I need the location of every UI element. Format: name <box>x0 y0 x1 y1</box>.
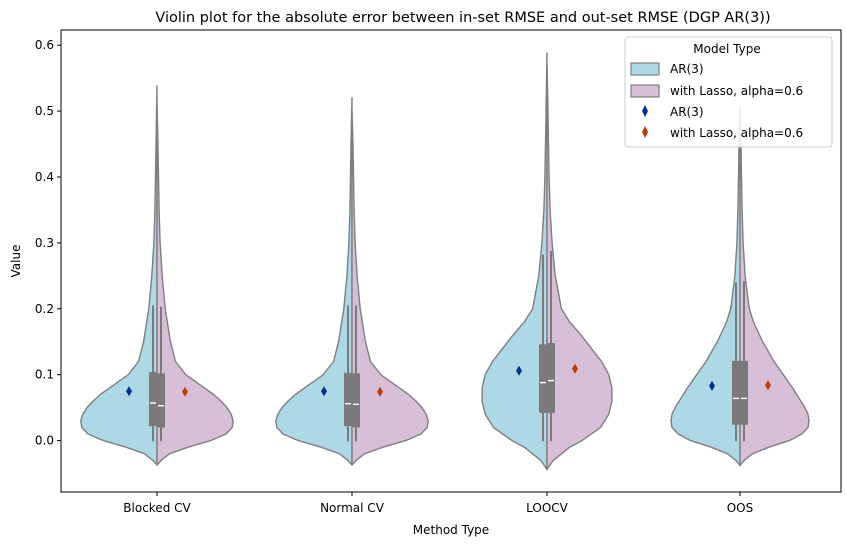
x-tick-label: LOOCV <box>526 501 569 515</box>
legend-label-ar3-mean: AR(3) <box>670 105 704 119</box>
x-tick-label: Normal CV <box>320 501 385 515</box>
plot-frame <box>60 29 842 493</box>
y-tick-label: 0.6 <box>35 38 54 52</box>
chart-title: Violin plot for the absolute error betwe… <box>155 10 770 26</box>
mean-marker-ar-3-oos <box>709 380 715 391</box>
y-tick-label: 0.0 <box>35 434 54 448</box>
legend-swatch-ar3 <box>630 62 660 76</box>
x-tick-label: Blocked CV <box>123 501 191 515</box>
mean-marker-ar-3-normal-cv <box>321 386 327 397</box>
legend-title: Model Type <box>693 42 760 56</box>
mean-marker-with-lasso-alpha-0-6-normal-cv <box>377 386 383 397</box>
iqr-box-with-lasso-alpha-0-6-blocked-cv <box>157 373 165 428</box>
y-tick-label: 0.4 <box>35 170 54 184</box>
violin-ar-3-blocked-cv <box>80 85 158 466</box>
legend-marker-ar3-mean <box>642 105 648 117</box>
legend-marker-lasso-mean <box>642 126 648 138</box>
violins-layer <box>80 52 810 471</box>
y-tick-label: 0.1 <box>35 368 54 382</box>
iqr-box-with-lasso-alpha-0-6-loocv <box>547 343 555 413</box>
boxplots-layer <box>149 250 748 442</box>
violin-with-lasso-alpha-0-6-loocv <box>546 64 613 471</box>
mean-marker-with-lasso-alpha-0-6-loocv <box>572 363 578 374</box>
iqr-box-ar-3-blocked-cv <box>149 372 157 427</box>
x-axis-label: Method Type <box>413 523 489 537</box>
violin-ar-3-oos <box>670 105 741 467</box>
legend-label-lasso: with Lasso, alpha=0.6 <box>670 84 803 98</box>
mean-markers-layer <box>126 363 771 397</box>
mean-marker-ar-3-loocv <box>516 365 522 376</box>
mean-marker-ar-3-blocked-cv <box>126 386 132 397</box>
y-tick-label: 0.2 <box>35 302 54 316</box>
legend-swatch-lasso <box>630 84 660 98</box>
violin-ar-3-loocv <box>481 52 548 471</box>
legend-label-lasso-mean: with Lasso, alpha=0.6 <box>670 126 803 140</box>
violin-with-lasso-alpha-0-6-blocked-cv <box>156 103 234 466</box>
violin-with-lasso-alpha-0-6-normal-cv <box>351 110 429 466</box>
legend-label-ar3: AR(3) <box>670 62 704 76</box>
iqr-box-with-lasso-alpha-0-6-oos <box>740 360 748 425</box>
y-axis-label: Value <box>9 245 23 278</box>
iqr-box-ar-3-normal-cv <box>344 372 352 427</box>
iqr-box-ar-3-oos <box>732 360 740 425</box>
y-axis: 0.0 0.1 0.2 0.3 0.4 0.5 0.6 <box>35 38 61 448</box>
mean-marker-with-lasso-alpha-0-6-oos <box>765 380 771 391</box>
legend-frame <box>624 36 833 148</box>
violin-ar-3-normal-cv <box>275 97 353 466</box>
y-tick-label: 0.3 <box>35 236 54 250</box>
mean-marker-with-lasso-alpha-0-6-blocked-cv <box>182 386 188 397</box>
violin-with-lasso-alpha-0-6-oos <box>739 110 810 467</box>
x-tick-label: OOS <box>727 501 754 515</box>
legend: Model Type AR(3) with Lasso, alpha=0.6 A… <box>624 36 833 148</box>
iqr-box-with-lasso-alpha-0-6-normal-cv <box>352 373 360 428</box>
iqr-box-ar-3-loocv <box>539 344 547 413</box>
x-axis: Blocked CV Normal CV LOOCV OOS <box>123 492 753 515</box>
y-tick-label: 0.5 <box>35 104 54 118</box>
